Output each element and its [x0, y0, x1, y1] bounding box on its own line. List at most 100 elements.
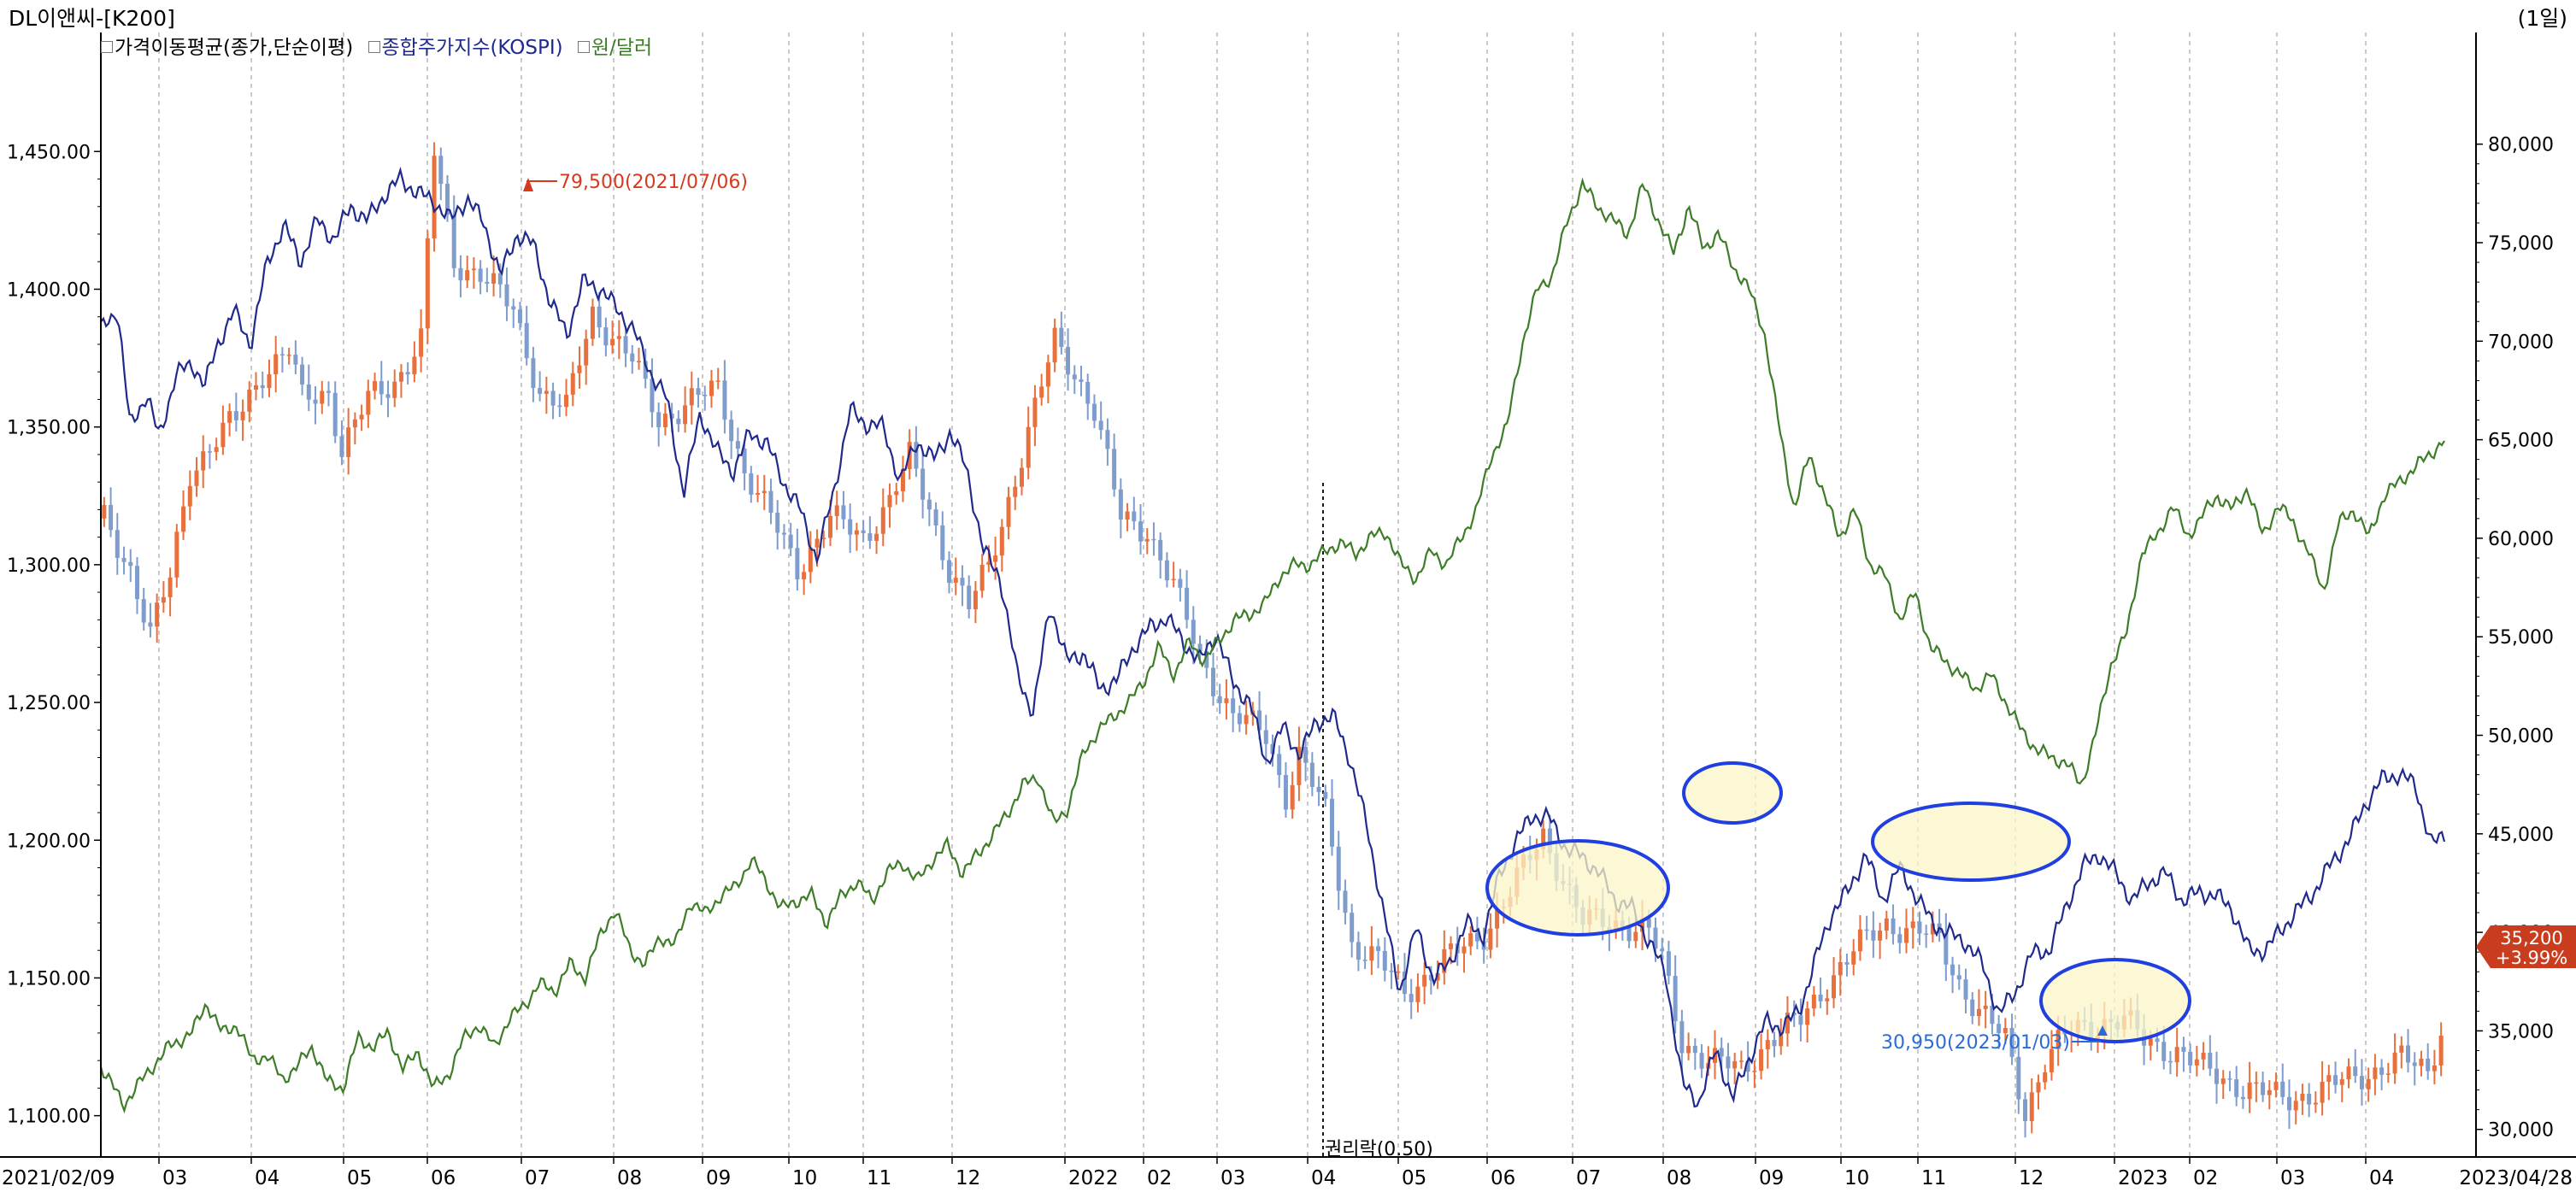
candle-body	[2379, 1067, 2385, 1075]
candle-body	[438, 156, 444, 185]
candle-body	[148, 622, 153, 627]
candle-body	[2373, 1067, 2378, 1079]
candle-body	[279, 354, 285, 356]
candle-body	[2307, 1093, 2312, 1105]
candle-body	[2240, 1096, 2245, 1100]
candle-body	[352, 419, 357, 428]
candle-body	[1224, 698, 1229, 703]
candle-body	[1818, 995, 1823, 1001]
candle-body	[1547, 828, 1552, 854]
candle-body	[1362, 960, 1367, 961]
candle-body	[1738, 1060, 1744, 1062]
legend-item-usd[interactable]: 원/달러	[577, 37, 652, 59]
candle-body	[544, 391, 549, 394]
candle-body	[1745, 1060, 1750, 1072]
candle-body	[1983, 1005, 1988, 1009]
candle-body	[1336, 846, 1341, 891]
candle-body	[1151, 538, 1156, 541]
candle-body	[1646, 918, 1651, 928]
candle-body	[385, 394, 391, 398]
candle-body	[662, 414, 668, 428]
candle-body	[1263, 730, 1268, 744]
candle-body	[603, 327, 609, 346]
candle-body	[161, 596, 166, 603]
x-tick-label: 2021/02/09	[2, 1167, 115, 1189]
candle-body	[1125, 511, 1130, 520]
candle-body	[584, 338, 589, 366]
candle-body	[491, 273, 497, 284]
candle-body	[643, 361, 648, 379]
candle-body	[2188, 1051, 2193, 1066]
candle-body	[1832, 975, 1837, 999]
candle-body	[1210, 667, 1215, 696]
candle-body	[762, 490, 767, 494]
candle-body	[1197, 643, 1203, 652]
candle-body	[1461, 946, 1467, 954]
candle-body	[1970, 999, 1975, 1017]
candle-body	[979, 564, 985, 591]
annotations: 권리락(0.50) 79,500(2021/07/06) 30,950(2023/0…	[523, 172, 2576, 1160]
candle-body	[1185, 587, 1190, 620]
candle-body	[1303, 747, 1309, 763]
candle-body	[1871, 930, 1876, 941]
rights-label: 권리락(0.50)	[1325, 1139, 1433, 1160]
candle-body	[610, 338, 615, 346]
candle-body	[2333, 1075, 2338, 1085]
candle-body	[2227, 1078, 2232, 1080]
candle-body	[2353, 1066, 2358, 1077]
candle-body	[432, 156, 437, 239]
candle-body	[1079, 379, 1084, 382]
candle-body	[1653, 927, 1658, 949]
candle-body	[2261, 1082, 2266, 1095]
candle-body	[669, 414, 674, 419]
candle-body	[373, 381, 378, 391]
candle-body	[115, 530, 120, 558]
candle-body	[788, 534, 793, 549]
candle-body	[1640, 918, 1645, 932]
candle-body	[1171, 578, 1176, 581]
candle-body	[419, 328, 424, 357]
candle-body	[1442, 948, 1447, 973]
candle-body	[155, 602, 160, 627]
candle-body	[1891, 918, 1896, 935]
left-tick-label: 1,150.00	[7, 968, 91, 990]
candle-body	[637, 361, 642, 363]
legend-item-ma[interactable]: 가격이동평균(종가,단순이평)	[101, 37, 353, 59]
candle-body	[1309, 762, 1314, 787]
candle-body	[2300, 1093, 2305, 1101]
candle-body	[2339, 1079, 2344, 1085]
candle-body	[128, 561, 133, 567]
candle-body	[676, 418, 681, 425]
candle-body	[194, 470, 199, 486]
candle-body	[1244, 714, 1249, 725]
candle-body	[1132, 511, 1137, 522]
candle-body	[1343, 890, 1348, 913]
candle-body	[1798, 1015, 1803, 1025]
candle-body	[821, 537, 826, 539]
candle-body	[1217, 696, 1222, 703]
candle-body	[650, 379, 655, 413]
candle-body	[1884, 918, 1889, 931]
candle-body	[1164, 560, 1169, 581]
candle-body	[735, 441, 740, 449]
candle-body	[313, 399, 318, 404]
legend: 가격이동평균(종가,단순이평) 종합주가지수(KOSPI) 원/달러	[101, 31, 661, 60]
candle-body	[458, 267, 463, 281]
candle-body	[2161, 1042, 2167, 1061]
candle-body	[1428, 974, 1433, 981]
candle-body	[2214, 1068, 2220, 1084]
candle-body	[570, 373, 575, 395]
x-tick-label: 05	[347, 1167, 372, 1189]
candle-body	[478, 268, 483, 282]
candle-body	[1666, 951, 1671, 977]
legend-item-kospi[interactable]: 종합주가지수(KOSPI)	[368, 37, 563, 59]
candle-body	[445, 184, 450, 215]
candle-body	[233, 411, 238, 420]
candle-body	[1026, 426, 1031, 468]
x-tick-label: 04	[1311, 1167, 1336, 1189]
candle-body	[722, 380, 727, 420]
candle-body	[1369, 946, 1374, 961]
candle-body	[2280, 1081, 2285, 1097]
candle-body	[1449, 943, 1454, 949]
x-tick-label: 09	[1759, 1167, 1784, 1189]
